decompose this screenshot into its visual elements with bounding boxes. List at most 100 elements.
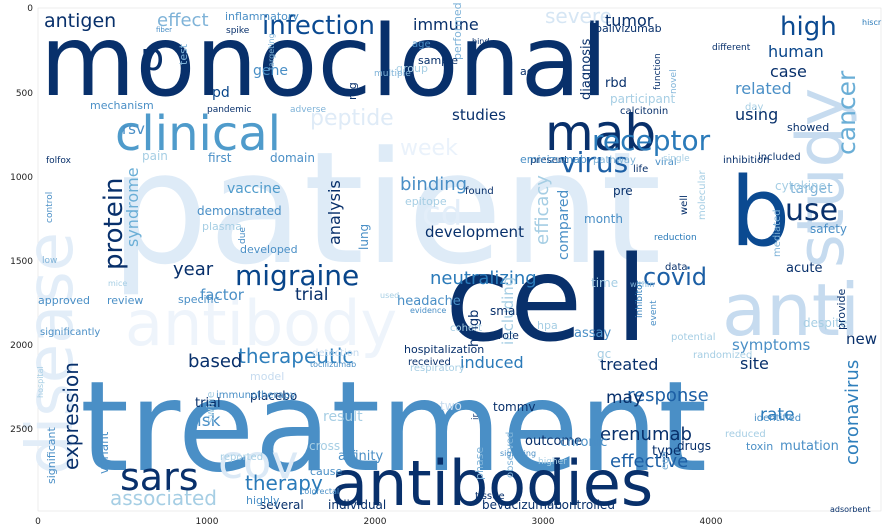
word-analysis: analysis xyxy=(325,180,344,245)
word-group: group xyxy=(396,62,428,75)
word-highly: highly xyxy=(246,494,280,507)
word-plasma: plasma xyxy=(202,220,242,233)
word-treated: treated xyxy=(600,355,658,374)
word-diagnosis: diagnosis xyxy=(579,38,594,100)
word-mutation: mutation xyxy=(780,439,839,454)
word-monoclonal: monoclonal xyxy=(40,5,608,119)
word-based: based xyxy=(188,351,242,372)
word-study: study xyxy=(784,88,859,268)
word-reported: reported xyxy=(220,452,263,463)
word-gene: gene xyxy=(253,63,288,79)
word-epitope: epitope xyxy=(405,195,447,208)
word-pandemic: pandemic xyxy=(207,105,251,115)
word-immune: immune xyxy=(413,15,479,34)
word-disease: disease xyxy=(14,232,88,475)
word-first: first xyxy=(208,151,232,165)
word-covid: covid xyxy=(643,263,707,291)
word-hmgb: hmgb xyxy=(467,310,482,347)
y-tick-label: 1500 xyxy=(10,257,33,267)
word-folfox: folfox xyxy=(46,156,72,166)
word-showed: showed xyxy=(787,121,829,134)
word-therapeutic: therapeutic xyxy=(238,344,353,368)
word-gc: gc xyxy=(597,347,611,361)
word-cd: cd xyxy=(422,194,462,234)
word-demonstrated: demonstrated xyxy=(197,204,282,218)
word-response: response xyxy=(627,385,709,406)
word-rsv: rsv xyxy=(122,120,145,138)
word-pain: pain xyxy=(142,149,168,163)
word-drugs: drugs xyxy=(677,439,711,453)
word-expression: expression xyxy=(59,362,83,470)
word-affinity: affinity xyxy=(338,449,383,464)
word-migraine: migraine xyxy=(235,259,359,292)
x-tick-label: 1000 xyxy=(196,517,219,527)
word-viral: viral xyxy=(655,157,677,168)
word-rate: rate xyxy=(760,405,795,425)
word-specific: specific xyxy=(178,293,220,306)
word-tissue: tissue xyxy=(475,491,505,502)
word-antibody: antibody xyxy=(125,287,397,360)
word-mediated: mediated xyxy=(772,209,783,257)
word-low: low xyxy=(42,256,57,266)
word-treatment: treatment xyxy=(80,355,707,500)
word-cause: cause xyxy=(310,465,342,478)
word-control: control xyxy=(45,192,55,223)
word-emicizumab: emicizumab xyxy=(520,153,587,166)
word-factor: factor xyxy=(200,286,245,304)
word-pathway: pathway xyxy=(593,155,636,166)
y-tick-label: 2000 xyxy=(10,341,33,351)
word-use: use xyxy=(785,193,838,228)
plot-area xyxy=(37,7,882,512)
word-virus: virus xyxy=(560,146,628,179)
word-mice: mice xyxy=(108,279,127,288)
word-immunotherapy: immunotherapy xyxy=(216,390,296,401)
word-significant: significant xyxy=(45,427,58,484)
word-molecular: molecular xyxy=(697,169,708,220)
x-tick-label: 4000 xyxy=(700,517,723,527)
word-month: month xyxy=(584,212,623,226)
word-anti: anti xyxy=(722,268,860,352)
word-potential: potential xyxy=(671,332,715,343)
word-event: event xyxy=(649,300,659,326)
word-used: used xyxy=(380,291,399,300)
word-hpa: hpa xyxy=(537,319,558,332)
word-cancer: cancer xyxy=(832,70,861,155)
word-time: time xyxy=(591,276,618,290)
word-review: review xyxy=(107,294,143,307)
word-two: two xyxy=(440,399,462,413)
word-multiple: multiple xyxy=(374,69,411,79)
word-neutralizing: neutralizing xyxy=(430,268,537,289)
word-risk: risk xyxy=(190,411,221,431)
word-identified: identified xyxy=(754,413,801,424)
word-bind: bind xyxy=(472,37,489,46)
word-spike: spike xyxy=(226,26,250,36)
word-approved: approved xyxy=(38,294,90,307)
word-clinical: clinical xyxy=(115,106,281,162)
word-sars: sars xyxy=(120,455,199,499)
word-swine: swine xyxy=(204,391,217,423)
word-palivizumab: palivizumab xyxy=(595,22,662,35)
word-egfr: egfr xyxy=(660,449,671,470)
word-pd: pd xyxy=(212,85,230,101)
word-pre: pre xyxy=(613,184,633,198)
word-cell: cell xyxy=(445,230,648,368)
word-year: year xyxy=(173,259,214,280)
word-detection: detection xyxy=(312,348,359,359)
word-colorectal: colorectal xyxy=(300,487,339,496)
word-higher: higher xyxy=(538,457,567,467)
word-hospital: hospital xyxy=(36,366,45,398)
word-individual: individual xyxy=(328,498,386,512)
word-different: different xyxy=(712,43,751,53)
word-evidence: evidence xyxy=(410,306,446,315)
word-fiber: fiber xyxy=(156,26,172,34)
word-controlled: controlled xyxy=(555,498,615,512)
word-compared: compared xyxy=(556,190,572,260)
word-p: p xyxy=(140,35,164,79)
word-efficacy: efficacy xyxy=(532,175,553,245)
word-studies: studies xyxy=(452,106,506,124)
word-significantly: significantly xyxy=(40,327,100,338)
word-respiratory: respiratory xyxy=(410,363,465,374)
word-hiscr: hiscr xyxy=(862,18,882,27)
word-rbd: rbd xyxy=(605,76,627,91)
word-cohort: cohort xyxy=(450,323,482,334)
